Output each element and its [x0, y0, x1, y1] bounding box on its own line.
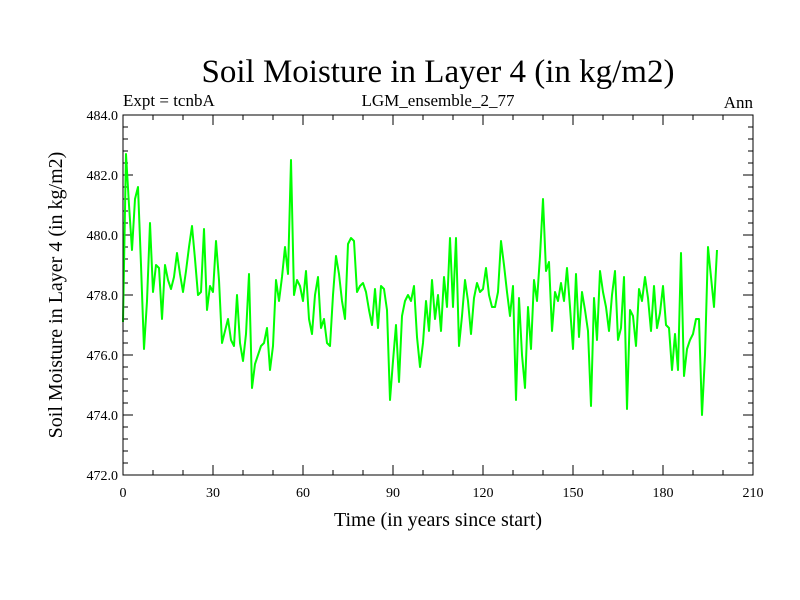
x-tick-label: 150: [563, 486, 584, 501]
x-tick-label: 210: [743, 486, 764, 501]
y-tick-label: 480.0: [87, 229, 119, 244]
x-tick-label: 60: [296, 486, 310, 501]
axis-ticks: [122, 114, 754, 476]
y-tick-label: 478.0: [87, 289, 119, 304]
y-tick-label: 476.0: [87, 349, 119, 364]
x-tick-label: 30: [206, 486, 220, 501]
y-axis-label: Soil Moisture in Layer 4 (in kg/m2): [45, 152, 67, 439]
y-tick-label: 482.0: [87, 169, 119, 184]
series-line: [122, 153, 718, 416]
x-axis-label: Time (in years since start): [334, 509, 542, 531]
chart-title: Soil Moisture in Layer 4 (in kg/m2): [202, 54, 675, 90]
experiment-label: Expt = tcnbA: [123, 91, 215, 110]
x-tick-label: 0: [120, 486, 127, 501]
tick-labels: 0 30 60 90 120 150 180 210 472.0 474.0 476.0 478.0 4…: [87, 109, 764, 501]
period-label: Ann: [724, 93, 754, 112]
y-tick-label: 474.0: [87, 409, 119, 424]
x-tick-label: 180: [653, 486, 674, 501]
ensemble-label: LGM_ensemble_2_77: [362, 91, 515, 110]
x-tick-label: 120: [473, 486, 494, 501]
y-tick-label: 472.0: [87, 469, 119, 484]
plot-frame: [122, 114, 754, 476]
y-tick-label: 484.0: [87, 109, 119, 124]
x-tick-label: 90: [386, 486, 400, 501]
